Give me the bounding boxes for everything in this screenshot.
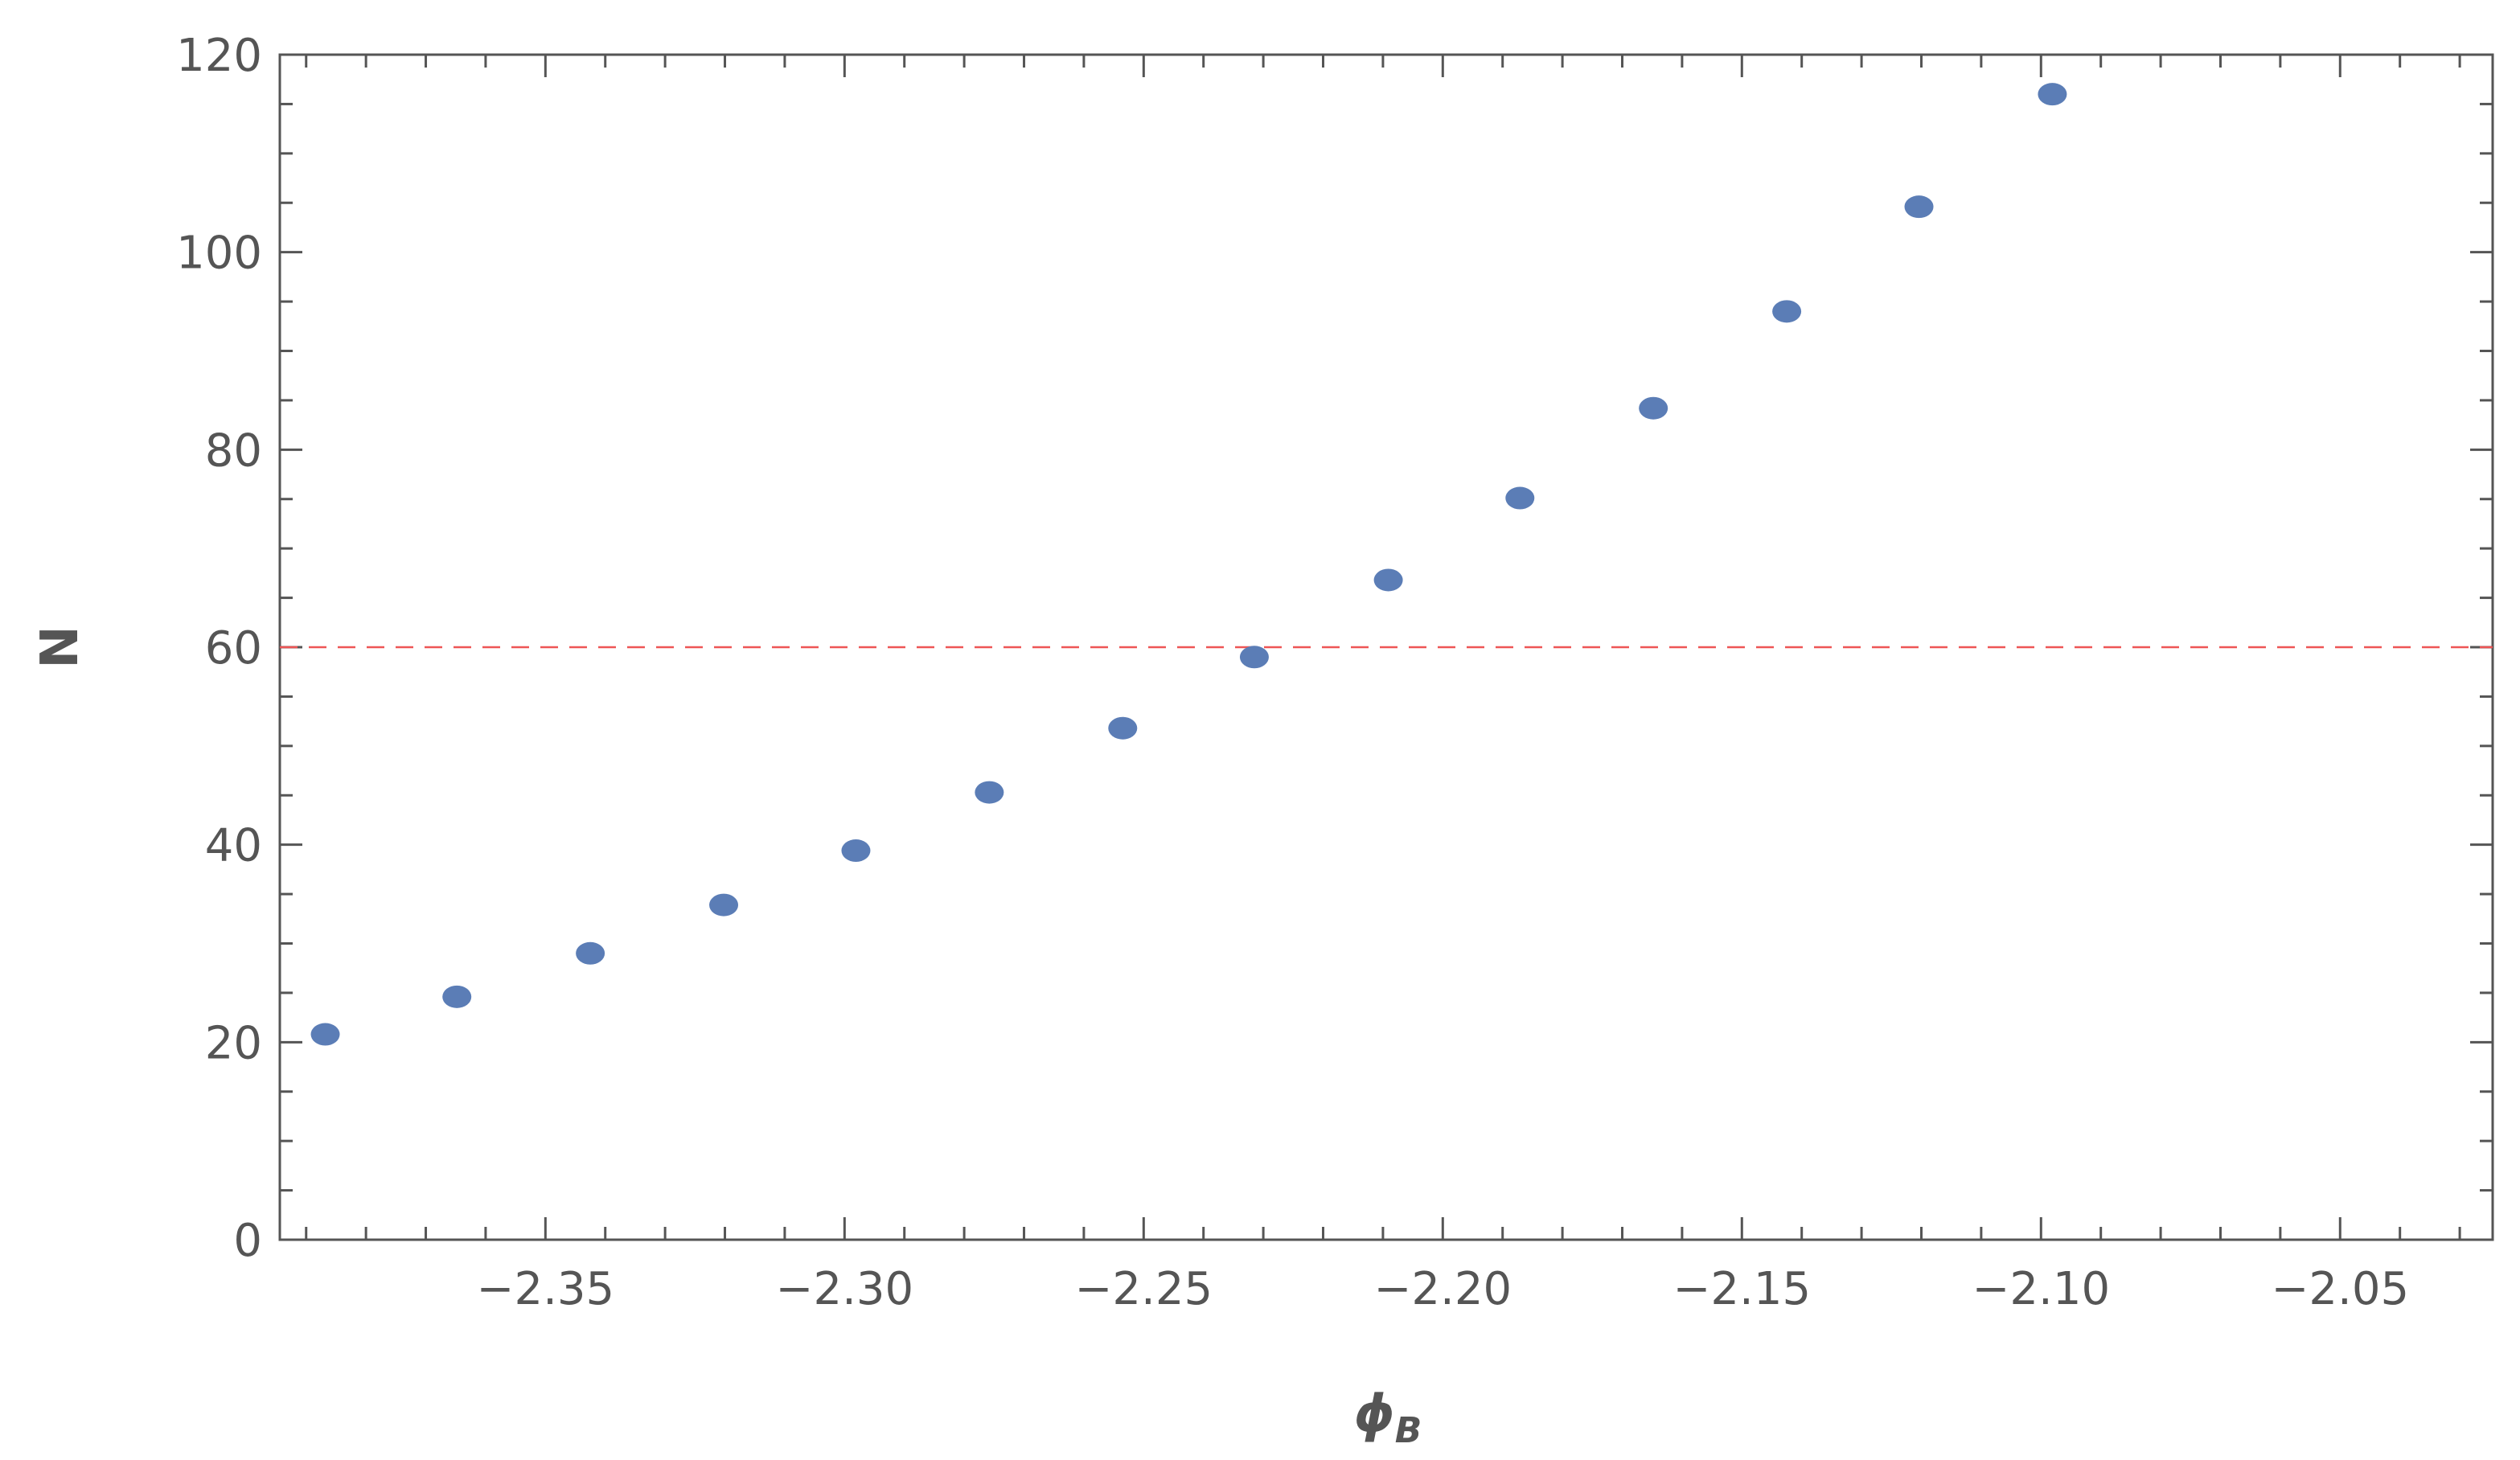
x-tick-label: −2.35: [477, 1263, 615, 1315]
y-tick-label: 100: [176, 228, 262, 280]
data-point: [1639, 396, 1668, 420]
data-point: [1108, 716, 1138, 740]
y-tick-label: 40: [205, 820, 262, 872]
x-axis-label: ϕB: [1354, 1384, 1422, 1451]
data-point: [1904, 195, 1934, 219]
x-tick-label: −2.20: [1374, 1263, 1512, 1315]
x-tick-label: −2.25: [1075, 1263, 1213, 1315]
x-tick-label: −2.05: [2271, 1263, 2409, 1315]
data-point: [975, 781, 1004, 804]
x-axis-symbol: ϕ: [1354, 1384, 1395, 1444]
x-tick-label: −2.15: [1672, 1263, 1811, 1315]
y-axis-label: N: [31, 625, 90, 669]
data-point: [442, 985, 472, 1008]
y-tick-label: 80: [205, 424, 262, 477]
x-tick-label: −2.30: [776, 1263, 914, 1315]
data-point: [1239, 646, 1269, 669]
data-point: [310, 1023, 340, 1046]
data-point: [1373, 568, 1403, 592]
y-tick-label: 120: [176, 30, 262, 82]
y-tick-label: 20: [205, 1017, 262, 1069]
y-tick-label: 60: [205, 622, 262, 675]
data-point: [1505, 486, 1535, 510]
data-point: [2038, 83, 2067, 106]
x-axis-subscript: B: [1395, 1410, 1422, 1451]
data-point: [841, 839, 871, 863]
data-point: [1772, 300, 1802, 323]
x-tick-label: −2.10: [1972, 1263, 2110, 1315]
y-tick-label: 0: [233, 1215, 262, 1267]
data-point: [576, 941, 605, 965]
data-point: [709, 893, 739, 917]
